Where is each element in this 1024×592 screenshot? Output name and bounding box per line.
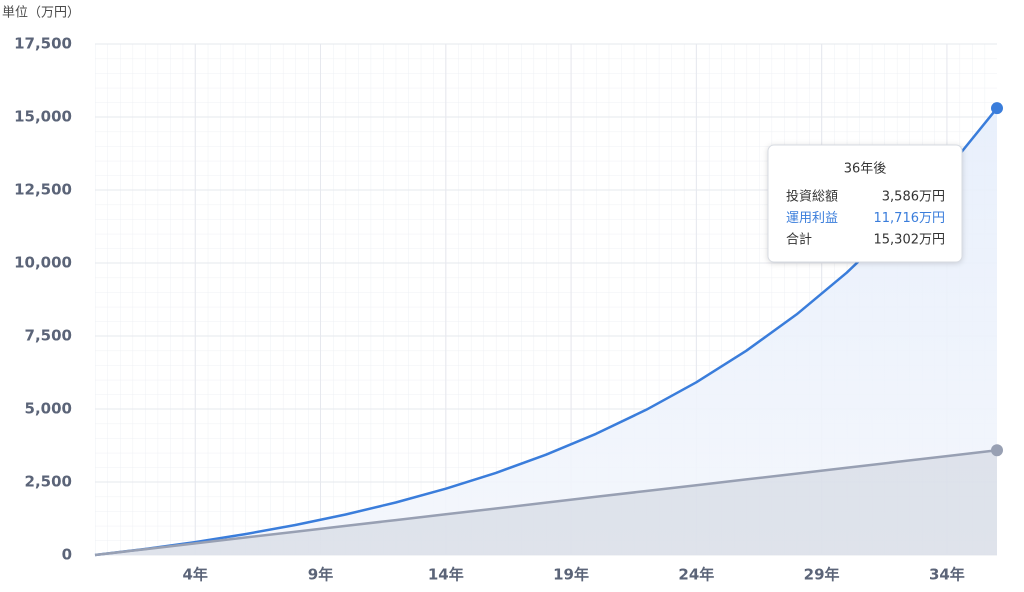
y-tick-label: 5,000	[25, 400, 72, 418]
x-tick-label: 24年	[678, 566, 714, 584]
y-tick-label: 0	[62, 546, 72, 564]
y-tick-label: 10,000	[14, 254, 72, 272]
tooltip-title: 36年後	[844, 162, 887, 177]
y-tick-label: 17,500	[14, 35, 72, 53]
y-tick-label: 7,500	[25, 327, 72, 345]
y-tick-label: 12,500	[14, 181, 72, 199]
x-tick-label: 4年	[183, 566, 208, 584]
x-tick-label: 9年	[308, 566, 333, 584]
series-line	[94, 107, 998, 557]
end-point	[991, 444, 1003, 457]
series-area	[95, 108, 997, 555]
y-tick-label: 2,500	[25, 473, 72, 491]
x-tick-label: 14年	[428, 566, 464, 584]
x-tick-label: 19年	[553, 566, 589, 584]
tooltip-box	[767, 144, 963, 263]
y-tick-label: 15,000	[14, 108, 72, 126]
unit-label: 単位（万円）	[2, 5, 80, 21]
x-tick-label: 34年	[929, 566, 965, 584]
end-point	[991, 102, 1003, 115]
tooltip-value: 3,586万円	[882, 190, 945, 205]
tooltip-label: 合計	[786, 232, 812, 248]
x-tick-label: 29年	[804, 566, 840, 584]
tooltip-label: 投資総額	[786, 189, 838, 205]
tooltip-label: 運用利益	[786, 211, 838, 226]
series-line	[94, 449, 998, 557]
tooltip-value: 15,302万円	[874, 233, 946, 248]
tooltip-value: 11,716万円	[874, 211, 946, 226]
